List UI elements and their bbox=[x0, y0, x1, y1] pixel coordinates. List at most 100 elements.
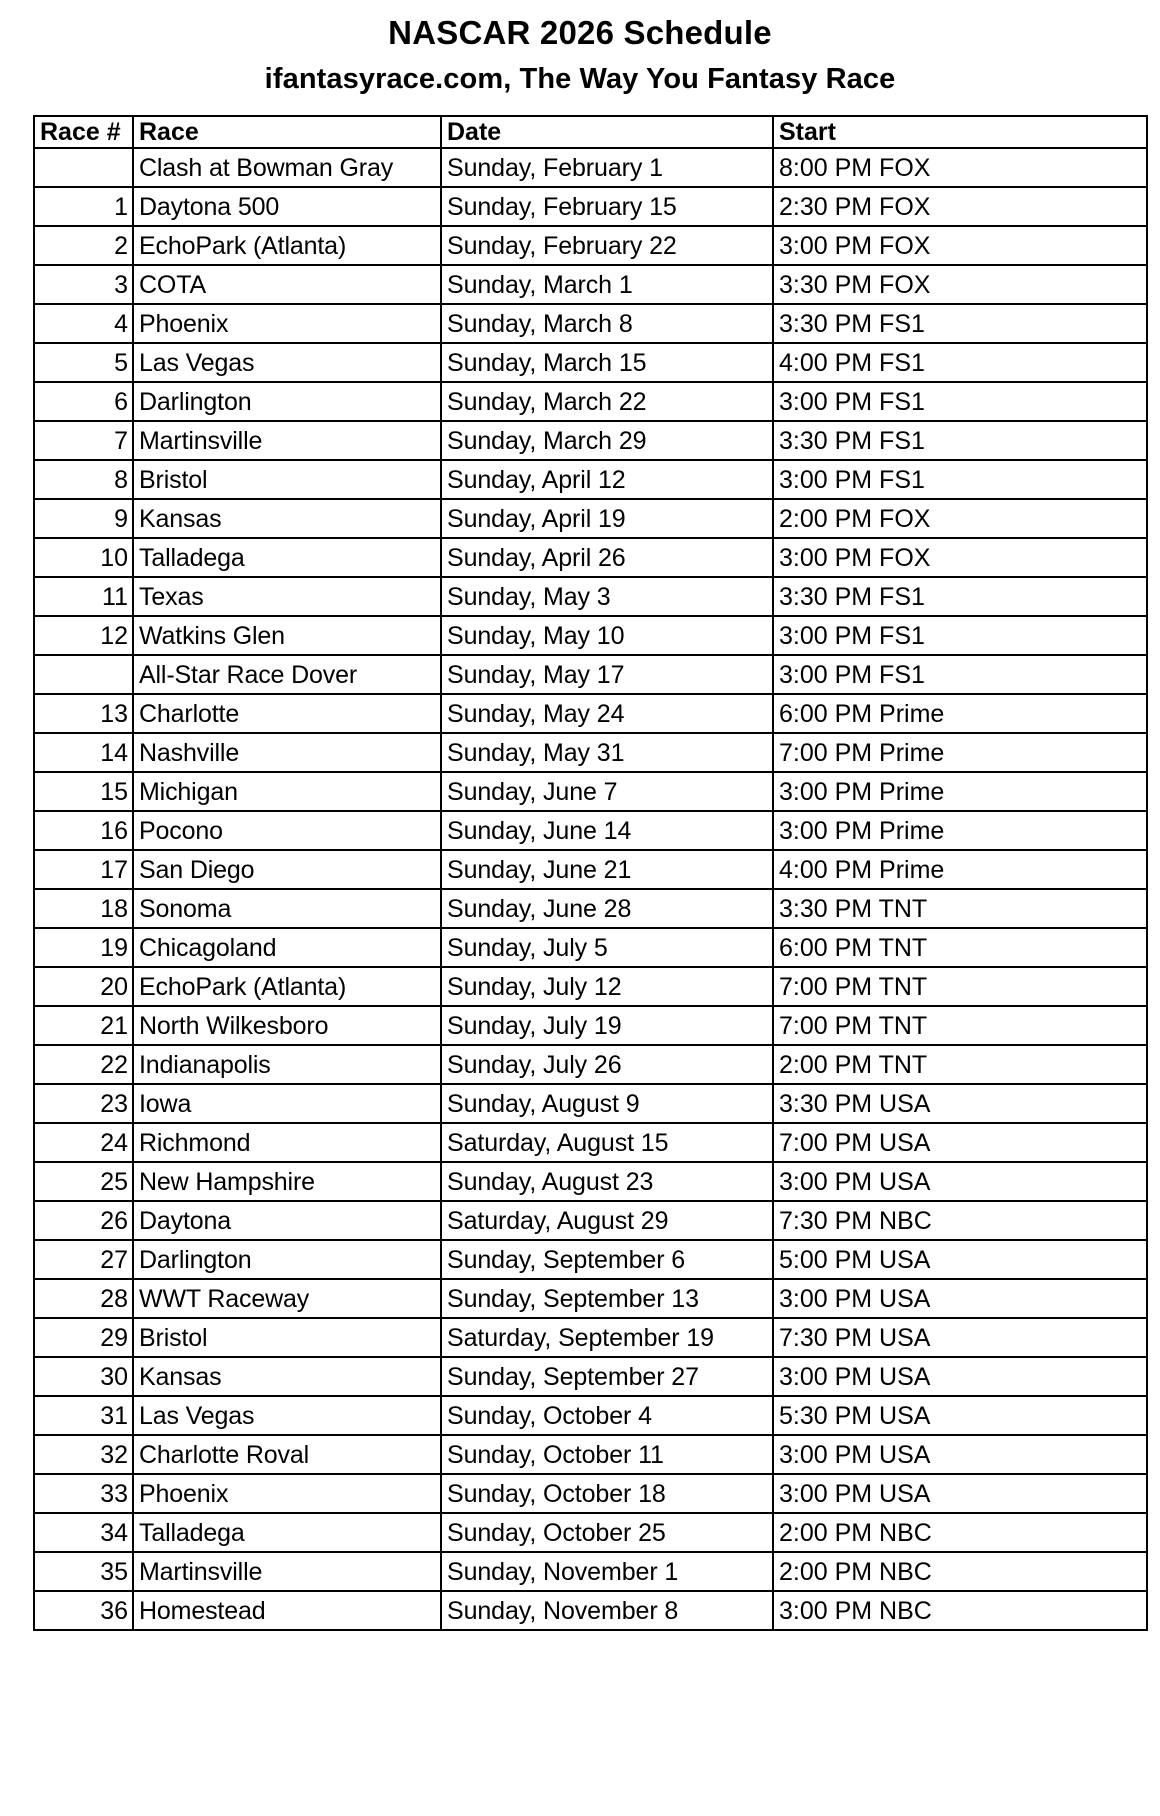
table-row: 4 Phoenix Sunday, March 8 3:30 PM FS1 bbox=[33, 303, 1148, 344]
table-row: 21 North Wilkesboro Sunday, July 19 7:00 PM… bbox=[33, 1005, 1148, 1046]
cell-race-number: 14 bbox=[33, 732, 134, 773]
cell-date: Sunday, April 12 bbox=[440, 459, 774, 500]
column-header-start: Start bbox=[772, 115, 1148, 149]
cell-race: Martinsville bbox=[132, 420, 442, 461]
cell-race: Bristol bbox=[132, 1317, 442, 1358]
cell-start: 7:00 PM USA bbox=[772, 1122, 1148, 1163]
cell-race: EchoPark (Atlanta) bbox=[132, 966, 442, 1007]
cell-start: 3:00 PM NBC bbox=[772, 1590, 1148, 1631]
cell-date: Sunday, March 22 bbox=[440, 381, 774, 422]
cell-date: Sunday, March 1 bbox=[440, 264, 774, 305]
cell-start: 3:00 PM FOX bbox=[772, 537, 1148, 578]
table-row: 20 EchoPark (Atlanta) Sunday, July 12 7:00 … bbox=[33, 966, 1148, 1007]
cell-start: 3:00 PM FS1 bbox=[772, 654, 1148, 695]
column-header-race-number: Race # bbox=[33, 115, 134, 149]
cell-race: Las Vegas bbox=[132, 1395, 442, 1436]
cell-start: 7:00 PM TNT bbox=[772, 966, 1148, 1007]
cell-race: Sonoma bbox=[132, 888, 442, 929]
cell-start: 3:00 PM Prime bbox=[772, 771, 1148, 812]
cell-date: Sunday, May 10 bbox=[440, 615, 774, 656]
cell-race-number: 15 bbox=[33, 771, 134, 812]
cell-race-number: 26 bbox=[33, 1200, 134, 1241]
cell-date: Sunday, July 26 bbox=[440, 1044, 774, 1085]
cell-race-number: 28 bbox=[33, 1278, 134, 1319]
cell-race: Richmond bbox=[132, 1122, 442, 1163]
cell-race-number: 4 bbox=[33, 303, 134, 344]
cell-date: Sunday, May 3 bbox=[440, 576, 774, 617]
cell-date: Saturday, August 15 bbox=[440, 1122, 774, 1163]
cell-start: 2:00 PM TNT bbox=[772, 1044, 1148, 1085]
cell-start: 3:00 PM Prime bbox=[772, 810, 1148, 851]
cell-date: Sunday, June 14 bbox=[440, 810, 774, 851]
cell-race: San Diego bbox=[132, 849, 442, 890]
table-row: 28 WWT Raceway Sunday, September 13 3:00 PM… bbox=[33, 1278, 1148, 1319]
cell-start: 6:00 PM TNT bbox=[772, 927, 1148, 968]
cell-start: 3:00 PM USA bbox=[772, 1473, 1148, 1514]
cell-date: Sunday, July 12 bbox=[440, 966, 774, 1007]
cell-race: Darlington bbox=[132, 1239, 442, 1280]
cell-date: Sunday, November 1 bbox=[440, 1551, 774, 1592]
table-row: 25 New Hampshire Sunday, August 23 3:00 PM … bbox=[33, 1161, 1148, 1202]
cell-race-number bbox=[33, 147, 134, 188]
table-row: 26 Daytona Saturday, August 29 7:30 PM NBC bbox=[33, 1200, 1148, 1241]
cell-race-number: 31 bbox=[33, 1395, 134, 1436]
cell-start: 4:00 PM Prime bbox=[772, 849, 1148, 890]
cell-start: 3:30 PM TNT bbox=[772, 888, 1148, 929]
table-row: 22 Indianapolis Sunday, July 26 2:00 PM TNT bbox=[33, 1044, 1148, 1085]
cell-race-number: 9 bbox=[33, 498, 134, 539]
cell-race: Talladega bbox=[132, 1512, 442, 1553]
cell-race-number: 8 bbox=[33, 459, 134, 500]
cell-race-number: 25 bbox=[33, 1161, 134, 1202]
cell-start: 3:30 PM FS1 bbox=[772, 303, 1148, 344]
cell-date: Sunday, August 23 bbox=[440, 1161, 774, 1202]
cell-start: 3:00 PM USA bbox=[772, 1434, 1148, 1475]
table-header: Race # Race Date Start bbox=[33, 115, 1148, 149]
cell-race: All-Star Race Dover bbox=[132, 654, 442, 695]
table-row: 30 Kansas Sunday, September 27 3:00 PM USA bbox=[33, 1356, 1148, 1397]
cell-race-number: 30 bbox=[33, 1356, 134, 1397]
cell-race: Kansas bbox=[132, 1356, 442, 1397]
cell-start: 7:30 PM NBC bbox=[772, 1200, 1148, 1241]
cell-race-number: 5 bbox=[33, 342, 134, 383]
table-row: 29 Bristol Saturday, September 19 7:30 PM U… bbox=[33, 1317, 1148, 1358]
cell-race-number: 33 bbox=[33, 1473, 134, 1514]
table-row: 6 Darlington Sunday, March 22 3:00 PM FS1 bbox=[33, 381, 1148, 422]
table-row: 31 Las Vegas Sunday, October 4 5:30 PM USA bbox=[33, 1395, 1148, 1436]
table-row: 12 Watkins Glen Sunday, May 10 3:00 PM FS1 bbox=[33, 615, 1148, 656]
cell-date: Sunday, July 19 bbox=[440, 1005, 774, 1046]
cell-race: Pocono bbox=[132, 810, 442, 851]
cell-race-number: 35 bbox=[33, 1551, 134, 1592]
cell-race-number: 17 bbox=[33, 849, 134, 890]
table-row: 27 Darlington Sunday, September 6 5:00 PM U… bbox=[33, 1239, 1148, 1280]
cell-race-number: 16 bbox=[33, 810, 134, 851]
header-row: Race # Race Date Start bbox=[33, 115, 1148, 149]
cell-date: Sunday, June 21 bbox=[440, 849, 774, 890]
cell-race: New Hampshire bbox=[132, 1161, 442, 1202]
cell-start: 3:00 PM FS1 bbox=[772, 381, 1148, 422]
cell-date: Sunday, February 22 bbox=[440, 225, 774, 266]
cell-race: Michigan bbox=[132, 771, 442, 812]
cell-start: 5:00 PM USA bbox=[772, 1239, 1148, 1280]
table-row: 14 Nashville Sunday, May 31 7:00 PM Prime bbox=[33, 732, 1148, 773]
cell-race: Charlotte Roval bbox=[132, 1434, 442, 1475]
table-row: 13 Charlotte Sunday, May 24 6:00 PM Prime bbox=[33, 693, 1148, 734]
cell-race: EchoPark (Atlanta) bbox=[132, 225, 442, 266]
cell-race-number: 34 bbox=[33, 1512, 134, 1553]
cell-race-number: 22 bbox=[33, 1044, 134, 1085]
cell-date: Sunday, September 27 bbox=[440, 1356, 774, 1397]
title-block: NASCAR 2026 Schedule ifantasyrace.com, T… bbox=[0, 0, 1160, 94]
cell-date: Sunday, August 9 bbox=[440, 1083, 774, 1124]
cell-start: 7:00 PM TNT bbox=[772, 1005, 1148, 1046]
table-row: 3 COTA Sunday, March 1 3:30 PM FOX bbox=[33, 264, 1148, 305]
cell-date: Sunday, September 13 bbox=[440, 1278, 774, 1319]
cell-date: Sunday, October 4 bbox=[440, 1395, 774, 1436]
cell-date: Sunday, March 29 bbox=[440, 420, 774, 461]
cell-start: 2:00 PM NBC bbox=[772, 1512, 1148, 1553]
table-row: 11 Texas Sunday, May 3 3:30 PM FS1 bbox=[33, 576, 1148, 617]
cell-race: Daytona bbox=[132, 1200, 442, 1241]
cell-race: Clash at Bowman Gray bbox=[132, 147, 442, 188]
column-header-date: Date bbox=[440, 115, 774, 149]
cell-date: Sunday, October 25 bbox=[440, 1512, 774, 1553]
cell-race: Homestead bbox=[132, 1590, 442, 1631]
